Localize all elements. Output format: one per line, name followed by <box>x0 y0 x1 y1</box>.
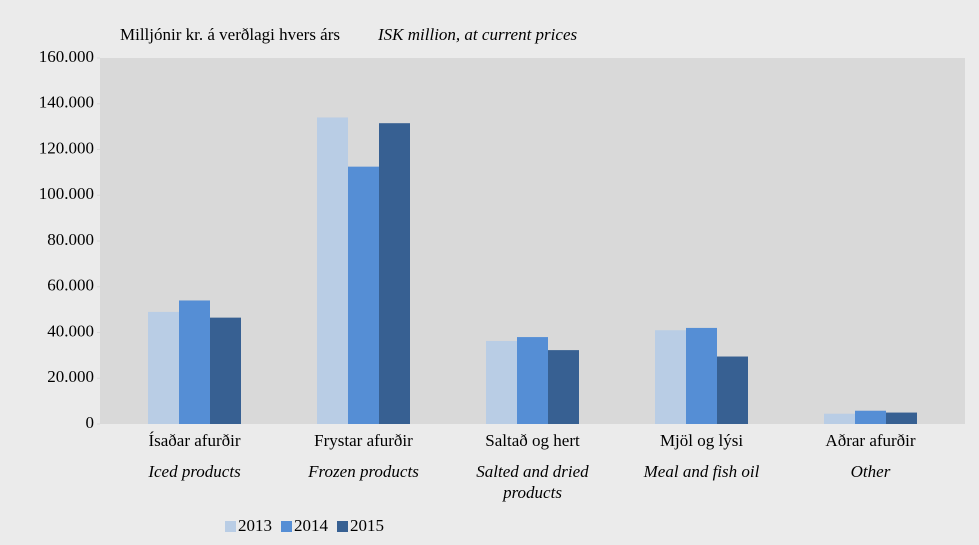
legend-label: 2013 <box>238 516 272 535</box>
y-tick-label: 20.000 <box>47 367 94 386</box>
x-tick-label: Frystar afurðir <box>314 431 413 450</box>
y-tick-label: 140.000 <box>39 93 94 112</box>
bar <box>348 166 379 424</box>
y-tick-label: 40.000 <box>47 321 94 340</box>
y-tick-label: 160.000 <box>39 47 94 66</box>
bar <box>486 340 517 424</box>
bar <box>717 356 748 424</box>
x-tick-label-en: Frozen products <box>308 462 419 481</box>
chart-subtitle: ISK million, at current prices <box>377 25 577 44</box>
legend-label: 2014 <box>294 516 329 535</box>
x-tick-label-en: Other <box>850 462 891 481</box>
bar <box>148 311 179 424</box>
x-tick-label: Saltað og hert <box>485 431 580 450</box>
bar <box>548 350 579 424</box>
bar <box>179 300 210 424</box>
y-tick-label: 80.000 <box>47 230 94 249</box>
legend-swatch <box>225 521 236 532</box>
legend-label: 2015 <box>350 516 384 535</box>
y-tick-label: 60.000 <box>47 276 94 295</box>
legend-swatch <box>337 521 348 532</box>
y-tick-label: 0 <box>86 413 95 432</box>
legend-swatch <box>281 521 292 532</box>
bar <box>886 412 917 424</box>
bar <box>317 117 348 424</box>
bar <box>517 337 548 424</box>
bar <box>824 413 855 424</box>
x-tick-label-en: Meal and fish oil <box>643 462 760 481</box>
bar <box>855 410 886 424</box>
x-tick-label: Ísaðar afurðir <box>148 431 241 450</box>
y-tick-label: 100.000 <box>39 184 94 203</box>
bar <box>655 330 686 424</box>
bar <box>210 317 241 424</box>
x-tick-label: Mjöl og lýsi <box>659 431 744 450</box>
x-tick-label-en: Salted and dried products <box>476 462 589 502</box>
bar <box>686 327 717 424</box>
y-tick-label: 120.000 <box>39 138 94 157</box>
bar <box>379 123 410 424</box>
x-tick-label-en: Iced products <box>148 462 241 481</box>
x-tick-label: Aðrar afurðir <box>825 431 916 450</box>
chart-title: Milljónir kr. á verðlagi hvers árs <box>120 25 340 44</box>
